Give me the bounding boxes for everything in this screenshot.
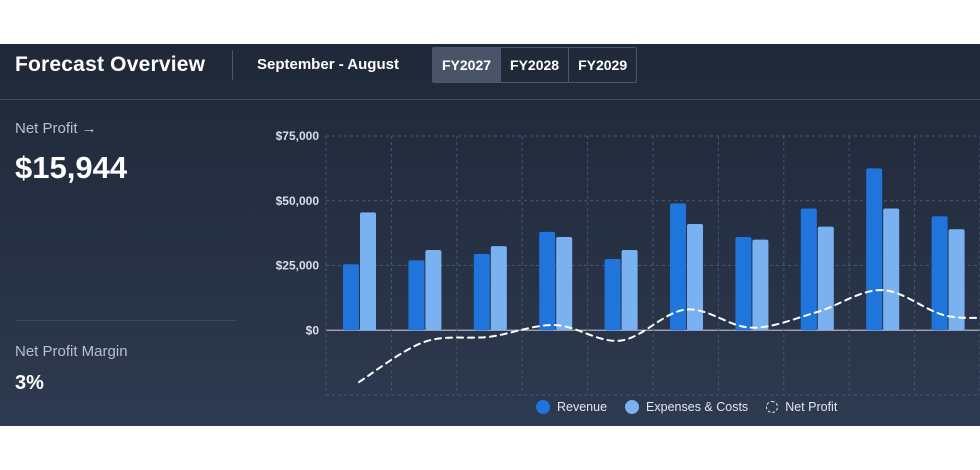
header-divider [232, 50, 233, 80]
expenses-bar[interactable] [687, 224, 703, 331]
net-profit-series-line[interactable] [358, 289, 980, 384]
expenses-bar[interactable] [621, 249, 638, 331]
forecast-panel: Forecast Overview September - August FY2… [0, 44, 980, 426]
tab-fy2027[interactable]: FY2027 [433, 48, 502, 82]
expenses-bar[interactable] [883, 208, 900, 331]
revenue-bar[interactable] [670, 203, 686, 331]
legend-net-profit[interactable]: Net Profit [766, 400, 837, 414]
revenue-bar[interactable] [539, 231, 556, 331]
net-profit-value: $15,944 [15, 150, 128, 185]
tab-fy2029[interactable]: FY2029 [578, 57, 628, 73]
net-profit-margin-label: Net Profit Margin [15, 343, 128, 360]
forecast-chart: $75,000 $50,000 $25,000 $0 [276, 129, 980, 396]
tab-fy2028[interactable]: FY2028 [501, 48, 570, 82]
net-profit-line [358, 289, 980, 384]
expenses-dot-icon [625, 400, 640, 414]
kpi-divider [15, 320, 237, 321]
revenue-bar[interactable] [408, 260, 425, 331]
revenue-bar[interactable] [604, 259, 621, 331]
legend-expenses-label: Expenses & Costs [646, 400, 749, 414]
legend-revenue-label: Revenue [557, 400, 608, 414]
chart-bars [343, 168, 965, 331]
y-axis: $75,000 $50,000 $25,000 $0 [276, 129, 320, 337]
panel-header: Forecast Overview September - August FY2… [0, 44, 980, 100]
expenses-bar[interactable] [425, 249, 442, 331]
expenses-bar[interactable] [490, 246, 507, 331]
expenses-bar[interactable] [360, 212, 376, 331]
revenue-bar[interactable] [931, 216, 948, 331]
net-profit-margin-value: 3% [15, 372, 44, 394]
revenue-bar[interactable] [473, 253, 490, 331]
expenses-bar[interactable] [556, 237, 573, 331]
revenue-dot-icon [536, 400, 550, 414]
expenses-bar[interactable] [817, 226, 834, 331]
expenses-bar[interactable] [948, 229, 965, 331]
revenue-bar[interactable] [800, 208, 817, 331]
legend-net-profit-label: Net Profit [785, 400, 838, 414]
y-tick-label: $75,000 [276, 129, 320, 143]
y-tick-label: $50,000 [276, 194, 320, 208]
revenue-bar[interactable] [866, 168, 883, 331]
chart-legend: Revenue Expenses & Costs Net Profit [536, 400, 837, 414]
legend-expenses[interactable]: Expenses & Costs [625, 400, 748, 414]
fiscal-year-tabs: FY2027 FY2028 FY2029 [432, 47, 638, 83]
legend-revenue[interactable]: Revenue [536, 400, 607, 414]
page-title: Forecast Overview [15, 53, 206, 76]
revenue-bar[interactable] [735, 237, 752, 331]
y-tick-label: $0 [306, 323, 320, 337]
revenue-bar[interactable] [343, 264, 359, 331]
y-tick-label: $25,000 [276, 259, 320, 273]
expenses-bar[interactable] [752, 239, 769, 331]
period-label: September - August [257, 56, 399, 73]
net-profit-label[interactable]: Net Profit → [15, 120, 97, 137]
net-profit-dashed-circle-icon [766, 401, 779, 413]
